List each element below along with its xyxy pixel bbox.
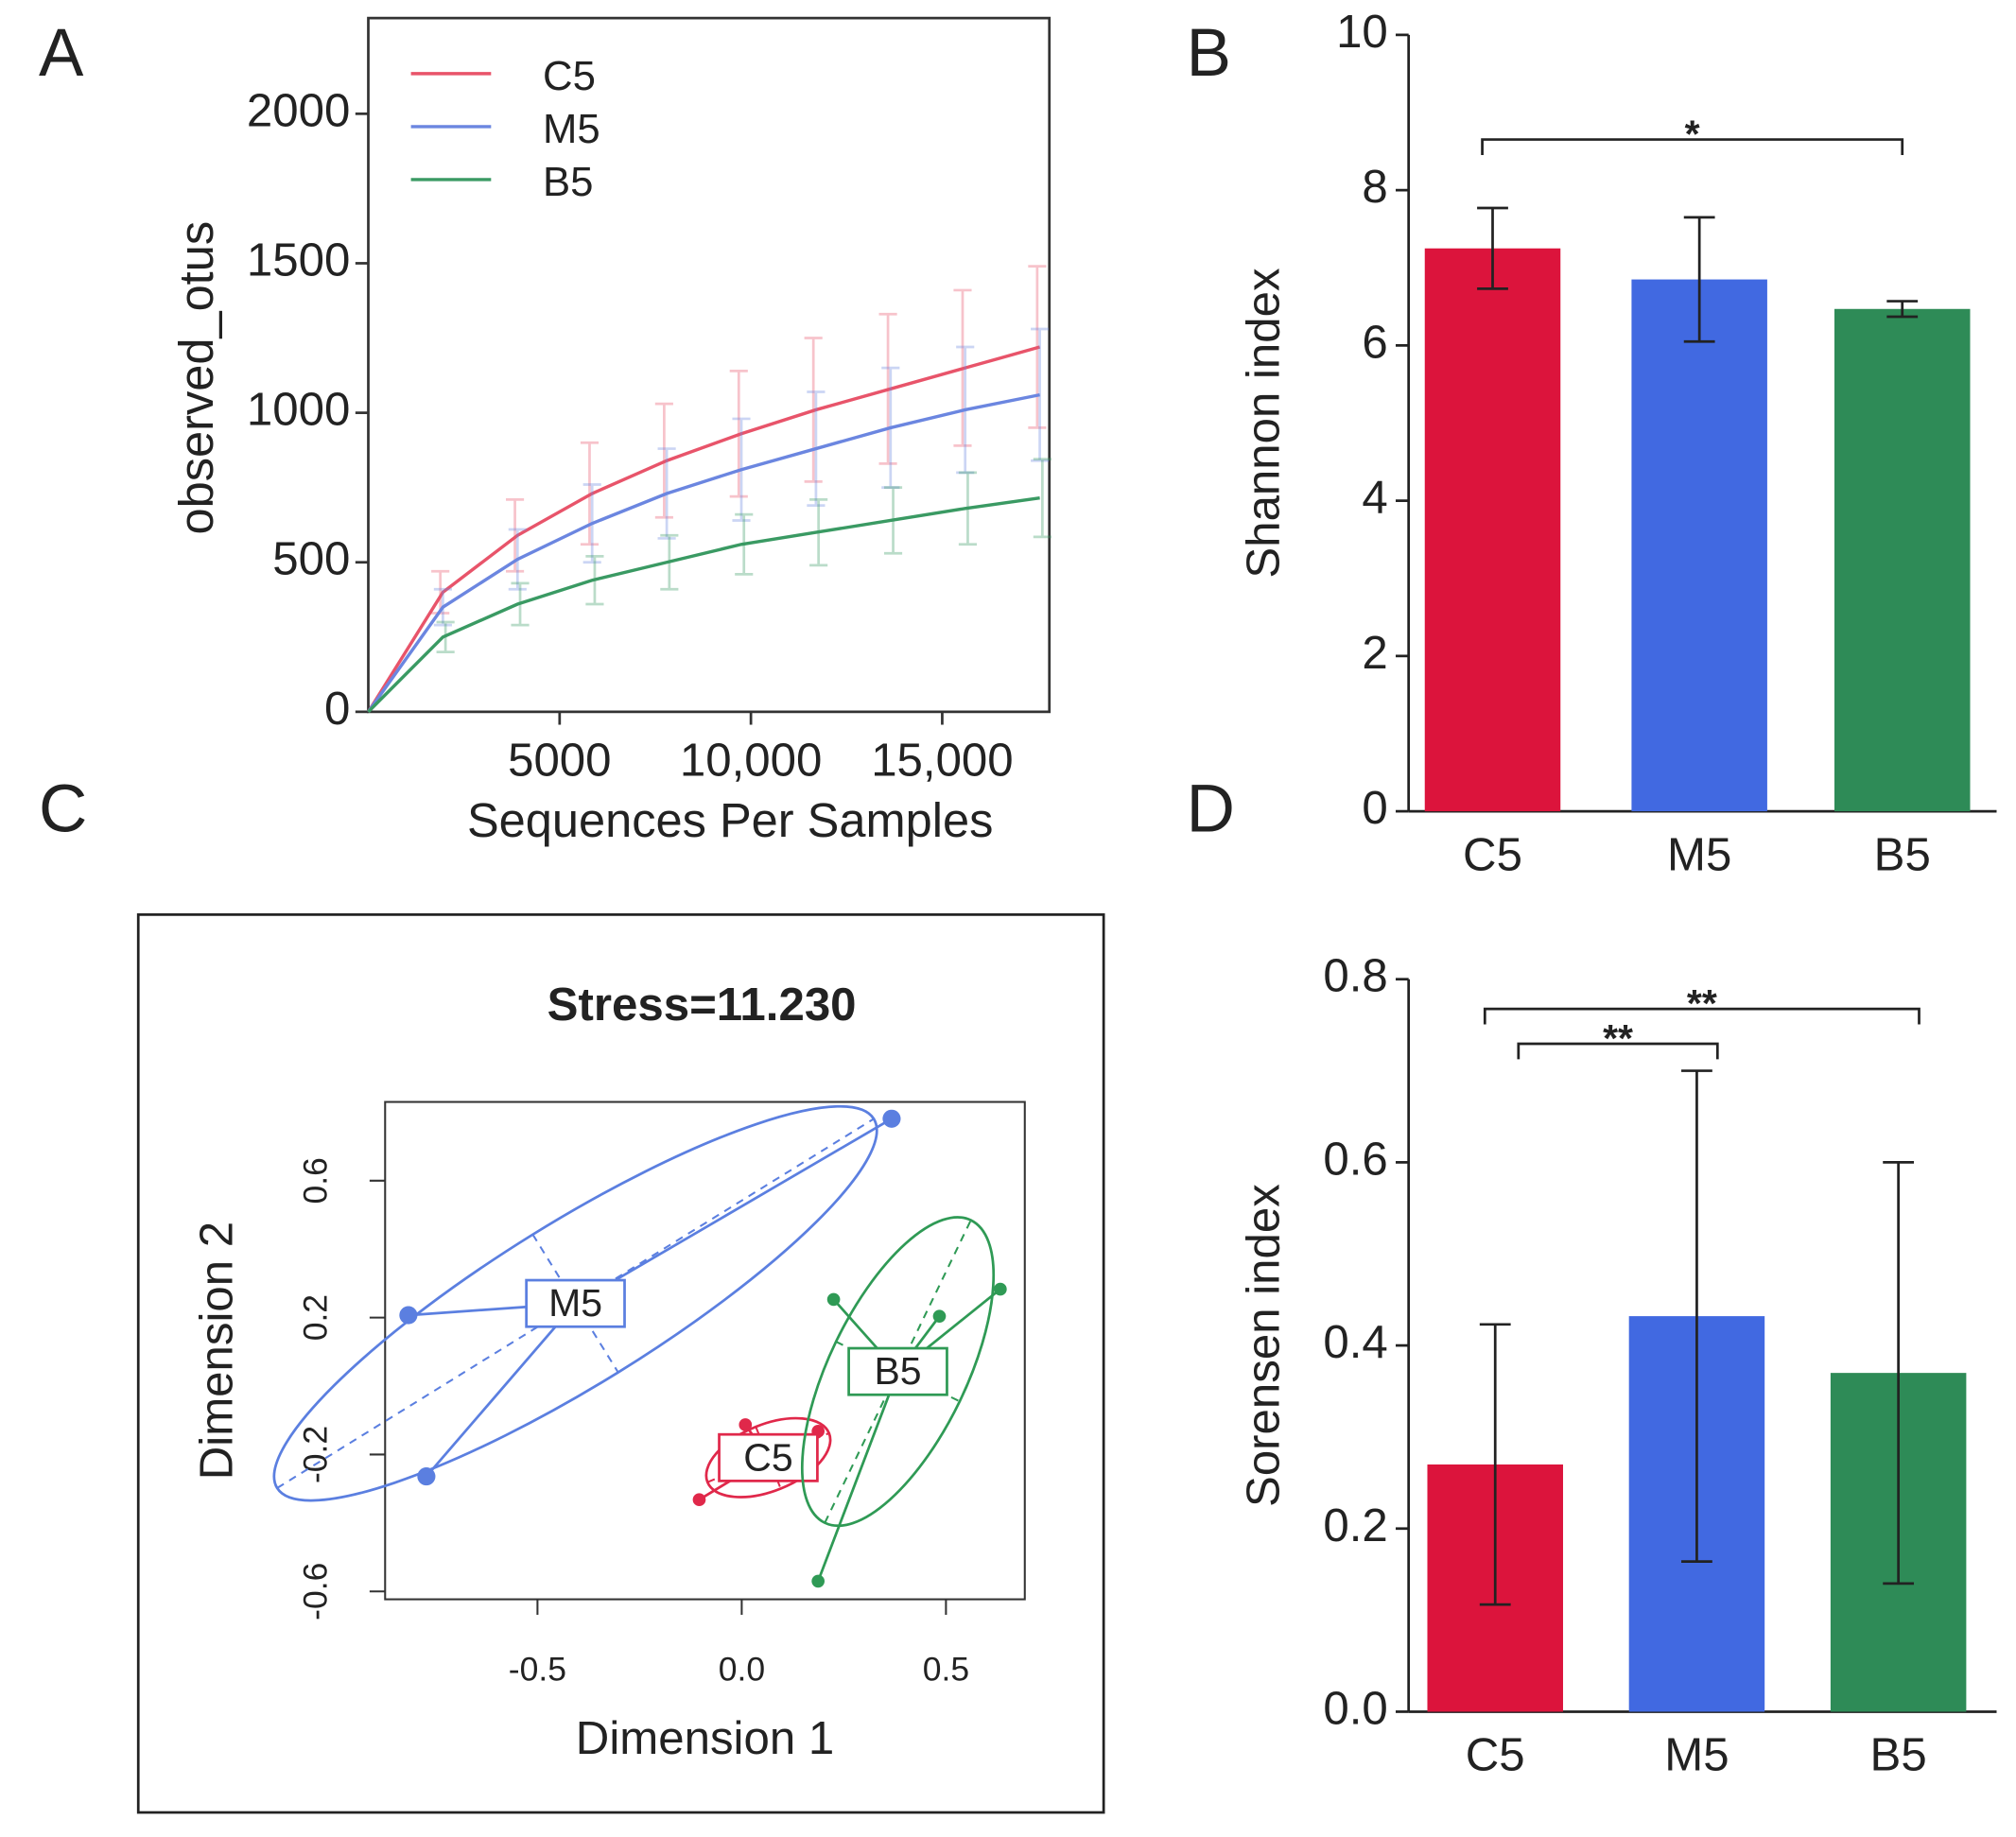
line: [367, 345, 1041, 713]
y-tick-label: 0.0: [1323, 1682, 1387, 1734]
point: [399, 1306, 418, 1325]
x-axis-label: Sequences Per Samples: [467, 793, 993, 847]
x-tick-label: 10,000: [680, 735, 822, 787]
spider-line: [816, 1371, 899, 1582]
y-axis-label: Shannon index: [1237, 268, 1289, 579]
spider-line: [574, 1118, 893, 1305]
error-bar: [1683, 216, 1715, 343]
bar: [1631, 279, 1767, 812]
error-bar: [1681, 1069, 1712, 1564]
point: [739, 1418, 753, 1431]
error-bar: [1886, 300, 1919, 319]
y-tick-label: 0.6: [297, 1157, 335, 1204]
y-axis-label: Sorensen index: [1237, 1184, 1289, 1507]
significance-label: **: [1603, 1016, 1633, 1060]
line: [367, 496, 1040, 714]
point: [882, 1109, 901, 1128]
y-tick-label: 4: [1362, 472, 1387, 524]
error-bar: [1883, 1161, 1915, 1586]
panel-letter: D: [1187, 772, 1235, 847]
error-bar: [1033, 458, 1051, 539]
x-tick-label: C5: [1463, 828, 1522, 880]
x-tick-label: C5: [1466, 1729, 1525, 1781]
significance-bracket: [1483, 1007, 1920, 1025]
panel-letter: A: [39, 16, 84, 91]
panel-letter: C: [39, 772, 87, 847]
error-bar: [1479, 1323, 1511, 1606]
significance-bracket: [1517, 1042, 1719, 1060]
y-tick-label: 0.6: [1323, 1133, 1387, 1185]
group-label: M5: [548, 1281, 602, 1325]
y-tick-label: 10: [1336, 6, 1388, 58]
legend-label: C5: [543, 53, 596, 99]
point: [994, 1282, 1007, 1296]
significance-bracket: [1481, 138, 1904, 155]
y-axis-label: Dimension 2: [190, 1222, 242, 1480]
point: [692, 1493, 706, 1507]
x-tick-label: 0.0: [719, 1650, 765, 1688]
y-tick-label: 0: [324, 683, 350, 735]
error-bar: [1477, 206, 1508, 290]
x-tick-label: B5: [1870, 1729, 1927, 1781]
point: [811, 1574, 826, 1588]
x-tick-label: 5000: [508, 735, 611, 787]
y-tick-label: 0: [1362, 782, 1387, 834]
x-tick-label: 0.5: [923, 1650, 969, 1688]
y-tick-label: 0.8: [1323, 950, 1387, 1002]
significance-label: *: [1685, 113, 1700, 156]
x-axis-label: Dimension 1: [576, 1712, 834, 1764]
line: [367, 392, 1040, 713]
y-axis-label: observed_otus: [169, 221, 223, 535]
y-tick-label: 0.2: [1323, 1499, 1387, 1551]
y-tick-label: -0.6: [297, 1563, 335, 1620]
group-label-box: [525, 1278, 626, 1328]
x-tick-label: M5: [1664, 1729, 1729, 1781]
legend-label: M5: [543, 106, 600, 152]
panel-frame: [136, 913, 1105, 1814]
chart-title: Stress=11.230: [547, 979, 857, 1031]
significance-label: **: [1687, 981, 1717, 1025]
y-tick-label: 500: [272, 533, 350, 585]
bar: [1424, 248, 1561, 812]
x-tick-label: B5: [1874, 828, 1931, 880]
panel-letter: B: [1187, 16, 1231, 91]
y-tick-label: 2000: [247, 84, 350, 136]
point: [417, 1467, 436, 1486]
group-label: C5: [743, 1435, 792, 1479]
x-tick-label: -0.5: [509, 1650, 566, 1688]
y-tick-label: 1000: [247, 384, 350, 436]
y-tick-label: 8: [1362, 161, 1387, 213]
y-tick-label: 0.4: [1323, 1316, 1387, 1368]
x-tick-label: M5: [1667, 828, 1731, 880]
plot-frame: [367, 16, 1051, 714]
point: [826, 1292, 841, 1307]
spider-line: [425, 1302, 577, 1478]
y-tick-label: -0.2: [297, 1426, 335, 1483]
y-tick-label: 2: [1362, 627, 1387, 679]
bar: [1834, 308, 1971, 812]
point: [932, 1309, 947, 1324]
ellipse-axis: [276, 1118, 875, 1489]
plot-frame: [384, 1100, 1026, 1601]
x-tick-label: 15,000: [871, 735, 1013, 787]
legend-label: B5: [543, 159, 593, 205]
y-tick-label: 6: [1362, 316, 1387, 368]
group-label-box: [847, 1346, 948, 1396]
y-tick-label: 1500: [247, 234, 350, 286]
y-tick-label: 0.2: [297, 1294, 335, 1341]
group-label: B5: [874, 1349, 921, 1393]
